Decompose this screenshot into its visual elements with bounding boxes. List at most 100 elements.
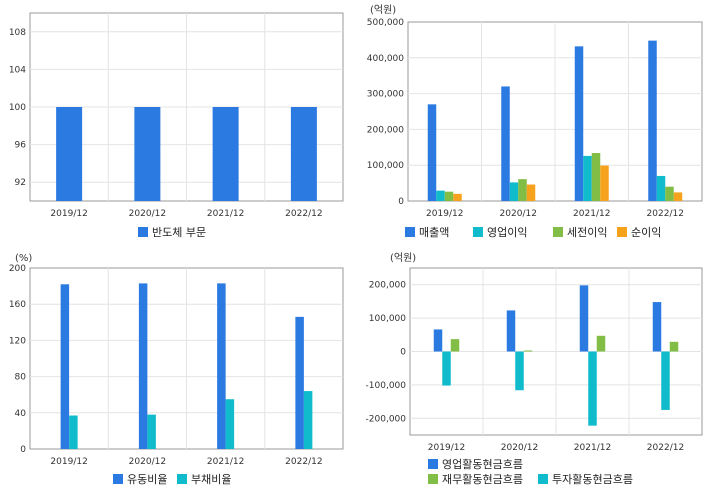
bar [60, 284, 70, 449]
bar [574, 46, 584, 202]
x-tick-label: 2020/12 [129, 457, 166, 467]
legend-label: 유동비율 [127, 473, 167, 486]
bar [501, 86, 510, 201]
legend-label: 반도체 부문 [152, 226, 206, 239]
y-axis-ticks: 0 40 80 120 160 200 [9, 264, 26, 455]
x-tick-label: 2020/12 [129, 209, 166, 219]
x-tick-label: 2022/12 [285, 209, 322, 219]
cashflow-chart: (억원) -200,000 -100,000 0 100,000 200,000 201… [366, 252, 703, 486]
gridlines [30, 13, 343, 201]
x-tick-label: 2019/12 [426, 209, 463, 219]
bar [669, 341, 679, 352]
unit-label: (%) [15, 253, 32, 264]
bar [303, 391, 313, 449]
y-axis-ticks: 0 100,000 200,000 300,000 400,000 500,000 [367, 18, 404, 207]
y-tick-label: 500,000 [367, 18, 404, 28]
x-tick-label: 2022/12 [647, 209, 684, 219]
x-axis-ticks: 2019/12 2020/12 2021/12 2022/12 [426, 209, 684, 219]
gridlines [408, 22, 702, 201]
bar [515, 351, 524, 391]
bars [433, 285, 679, 426]
y-tick-label: 160 [9, 300, 26, 310]
y-tick-label: 0 [398, 197, 404, 207]
legend-label: 영업활동현금흐름 [442, 457, 523, 471]
bars [56, 107, 317, 201]
bars [427, 40, 683, 202]
legend-label: 순이익 [631, 226, 661, 239]
bar [427, 104, 437, 201]
bar [652, 302, 662, 352]
y-tick-label: 100,000 [369, 314, 406, 324]
legend-label: 재무활동현금흐름 [442, 472, 523, 486]
x-tick-label: 2020/12 [501, 443, 538, 453]
legend-label: 영업이익 [487, 226, 527, 239]
x-tick-label: 2022/12 [647, 443, 684, 453]
bars [60, 283, 313, 449]
bar [509, 182, 519, 201]
segment-sales-chart: 92 96 100 104 108 2019/12 2020/12 2021/12 2022/… [9, 12, 344, 239]
bar [138, 283, 148, 449]
y-tick-label: 80 [15, 373, 27, 383]
y-tick-label: 96 [15, 141, 27, 151]
x-tick-label: 2021/12 [207, 209, 244, 219]
legend-swatch [138, 227, 148, 237]
legend: 유동비율 부채비율 [113, 473, 231, 486]
y-tick-label: 200 [9, 264, 26, 274]
bar [656, 175, 666, 201]
x-tick-label: 2019/12 [50, 457, 87, 467]
bar [583, 155, 592, 201]
legend: 매출액 영업이익 세전이익 순이익 [405, 226, 661, 239]
legend-swatch [428, 459, 438, 469]
bar [673, 192, 683, 201]
y-tick-label: 200,000 [367, 125, 404, 135]
bar [436, 190, 445, 201]
bar [588, 351, 597, 426]
y-tick-label: 40 [15, 409, 27, 419]
bar [212, 107, 239, 201]
legend-swatch [473, 227, 483, 237]
x-axis-ticks: 2019/12 2020/12 2021/12 2022/12 [50, 209, 322, 219]
bar [290, 107, 317, 201]
bar [579, 285, 589, 352]
unit-label: (억원) [390, 252, 416, 264]
legend-label: 세전이익 [567, 226, 607, 239]
bar [433, 329, 443, 352]
bar [442, 351, 451, 386]
ratio-chart: (%) 0 40 80 120 160 200 2019/12 2020/12 2021/12… [9, 253, 344, 486]
y-axis-ticks: -200,000 -100,000 0 100,000 200,000 [366, 281, 407, 425]
y-tick-label: 200,000 [369, 281, 406, 291]
bar [526, 184, 536, 201]
legend-swatch [617, 227, 627, 237]
legend-swatch [538, 474, 548, 484]
x-tick-label: 2021/12 [207, 457, 244, 467]
bar [450, 339, 460, 352]
bar [648, 40, 657, 202]
x-tick-label: 2021/12 [573, 209, 610, 219]
y-tick-label: -200,000 [366, 414, 407, 424]
bar [523, 350, 533, 352]
bar [506, 310, 516, 352]
bar [69, 415, 78, 449]
y-tick-label: 100,000 [367, 161, 404, 171]
y-tick-label: 104 [9, 65, 26, 75]
bar [444, 191, 454, 201]
legend-label: 부채비율 [191, 473, 231, 486]
legend: 반도체 부문 [138, 226, 206, 239]
y-tick-label: 0 [400, 348, 406, 358]
bar [225, 399, 235, 449]
y-tick-label: 0 [20, 445, 26, 455]
y-tick-label: 400,000 [367, 54, 404, 64]
legend-swatch [405, 227, 415, 237]
y-tick-label: 120 [9, 336, 26, 346]
x-tick-label: 2019/12 [50, 209, 87, 219]
y-tick-label: 92 [15, 178, 26, 188]
y-tick-label: 300,000 [367, 90, 404, 100]
bar [661, 351, 670, 410]
legend-label: 투자활동현금흐름 [552, 472, 633, 486]
bar [134, 107, 161, 201]
bar [147, 414, 156, 449]
bar [600, 165, 609, 201]
y-tick-label: 100 [9, 103, 26, 113]
